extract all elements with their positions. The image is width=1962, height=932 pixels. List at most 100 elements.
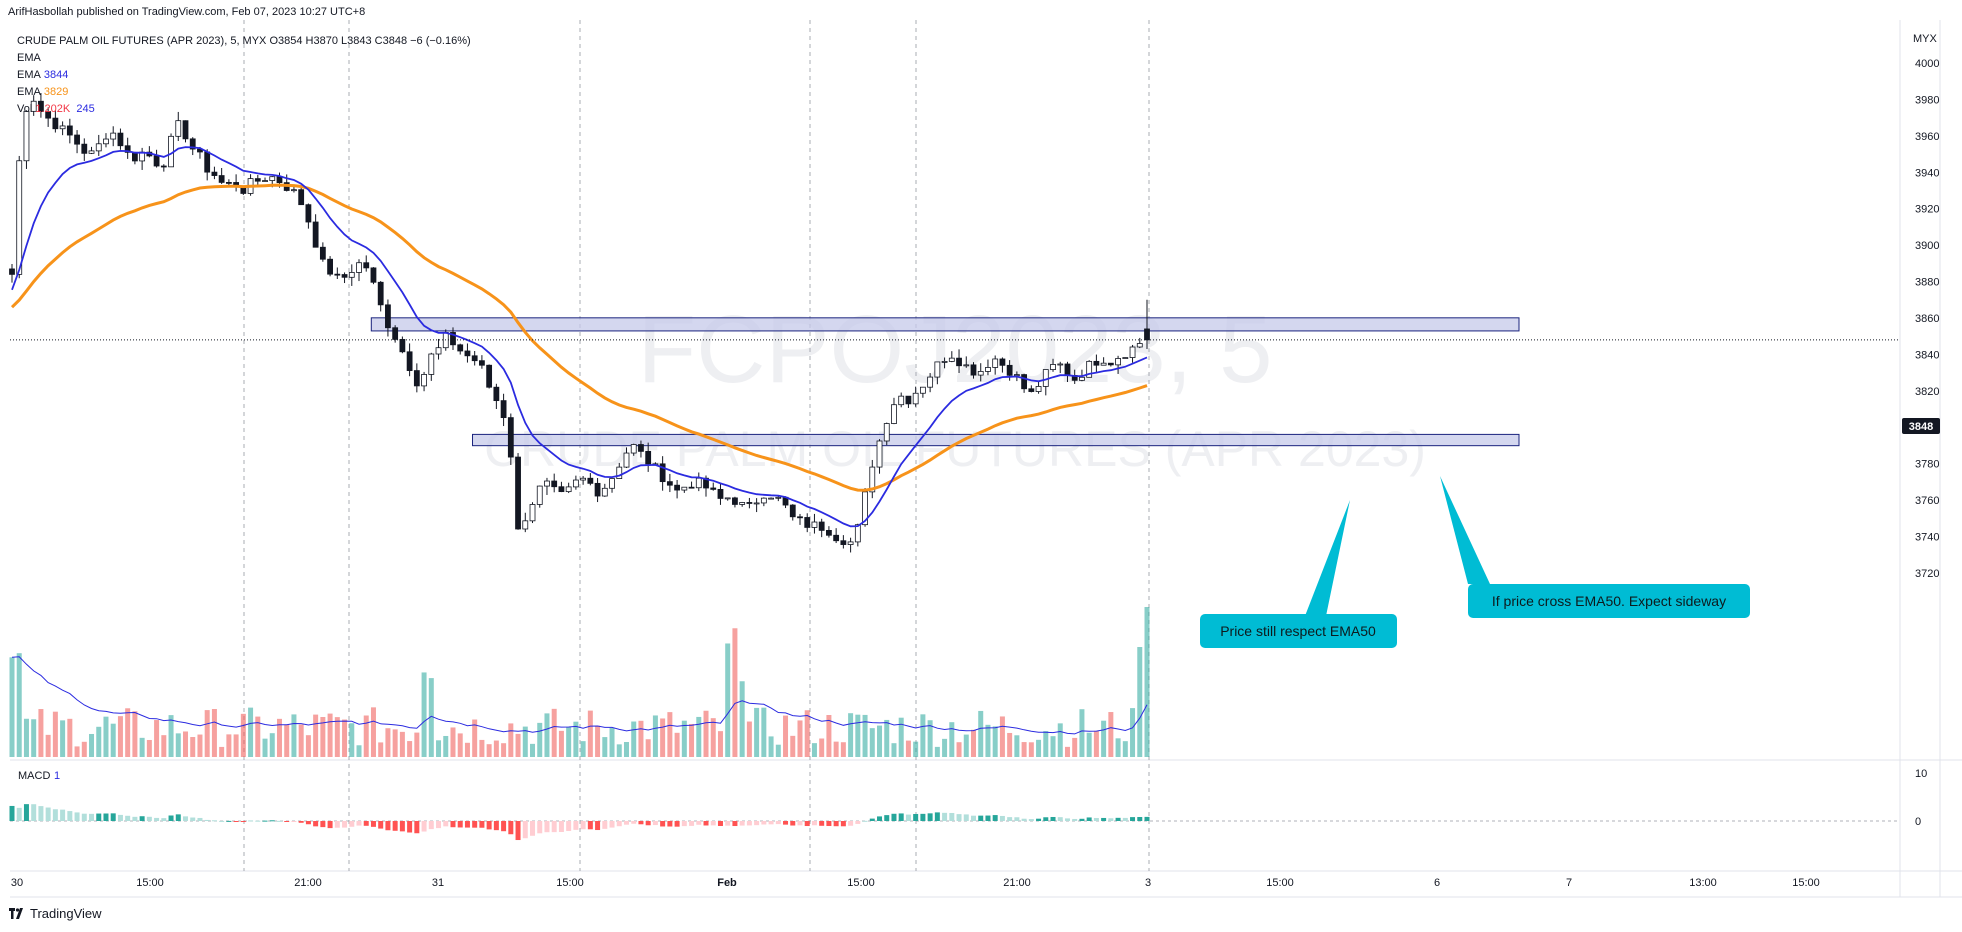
volume-bar — [999, 716, 1005, 757]
macd-bar — [190, 817, 196, 821]
volume-bar — [754, 707, 760, 757]
volume-bar — [1057, 723, 1063, 757]
volume-bar — [1144, 607, 1150, 757]
callout-sideway[interactable] — [1468, 584, 1750, 618]
volume-bar — [819, 738, 825, 757]
macd-bar — [768, 821, 774, 825]
volume-bar — [587, 710, 593, 757]
macd-bar — [45, 807, 51, 821]
volume-bar — [522, 726, 528, 757]
volume-bar — [226, 734, 232, 757]
candle-down — [81, 143, 88, 154]
volume-bar — [898, 717, 904, 757]
volume-bar — [891, 743, 897, 757]
candle-down — [1006, 364, 1013, 376]
volume-bar — [291, 714, 297, 757]
price-tick-label: 3960 — [1915, 131, 1939, 143]
candle-up — [623, 452, 630, 468]
volume-bar — [790, 735, 796, 757]
candle-down — [645, 450, 652, 465]
candle-up — [88, 150, 95, 154]
candle-up — [16, 160, 23, 275]
price-tick-label: 3720 — [1915, 568, 1939, 580]
price-tick-label: 3880 — [1915, 277, 1939, 289]
volume-bar — [190, 737, 196, 757]
candle-down — [710, 487, 717, 490]
volume-bar — [1028, 742, 1034, 757]
macd-bar — [219, 820, 225, 822]
last-price-badge — [1902, 418, 1940, 434]
candle-up — [1129, 346, 1136, 358]
macd-bar — [522, 821, 528, 839]
macd-bar — [1014, 817, 1020, 821]
candle-up — [572, 479, 579, 488]
price-tick-label: 3900 — [1915, 240, 1939, 252]
volume-bar — [392, 729, 398, 757]
macd-bar — [67, 811, 73, 821]
candle-up — [30, 100, 37, 112]
volume-bar — [248, 707, 254, 757]
callout-ema50-respect[interactable] — [1200, 614, 1397, 648]
candle-down — [334, 273, 341, 276]
volume-bar — [732, 628, 738, 757]
candle-up — [862, 491, 868, 526]
volume-bar — [146, 739, 152, 757]
legend-ema-1: EMA — [17, 52, 41, 64]
candle-up — [854, 524, 861, 543]
volume-bar — [913, 741, 919, 757]
volume-bar — [1130, 708, 1136, 757]
last-price-label: 3848 — [1909, 421, 1933, 433]
candle-down — [1107, 362, 1114, 366]
macd-bar — [689, 821, 695, 826]
candle-up — [580, 477, 587, 481]
macd-bar — [168, 815, 174, 821]
candle-down — [551, 480, 558, 488]
candle-down — [117, 132, 124, 147]
macd-bar — [421, 821, 427, 832]
volume-bar — [262, 738, 268, 757]
volume-bar — [183, 731, 189, 757]
macd-bar — [833, 821, 839, 827]
volume-bar — [132, 711, 138, 757]
candle-down — [1028, 388, 1035, 392]
macd-bar — [428, 821, 434, 830]
candle-down — [515, 456, 521, 530]
volume-bar — [775, 744, 781, 757]
macd-bar — [963, 814, 969, 821]
macd-bar — [725, 821, 731, 826]
volume-bar — [848, 713, 854, 757]
macd-bar — [1122, 817, 1128, 821]
macd-bar — [313, 821, 319, 827]
macd-bar — [370, 821, 376, 827]
macd-bar — [349, 821, 355, 827]
time-tick-label: 7 — [1566, 877, 1572, 889]
volume-bar — [558, 730, 564, 757]
brand-logo[interactable]: TradingView — [9, 906, 102, 921]
price-tick-label: 3860 — [1915, 313, 1939, 325]
volume-bar — [16, 653, 22, 757]
volume-bar — [117, 716, 123, 757]
volume-bar — [537, 722, 543, 757]
macd-bar — [970, 815, 976, 821]
macd-bar — [1108, 818, 1114, 821]
volume-bar — [298, 724, 304, 757]
volume-bar — [493, 740, 499, 757]
volume-bar — [1137, 647, 1143, 757]
zone-box — [370, 317, 1520, 332]
candle-down — [74, 134, 80, 145]
macd-bar — [334, 821, 340, 828]
candle-down — [717, 488, 724, 499]
macd-bar — [804, 821, 810, 827]
macd-bar — [1057, 817, 1063, 821]
volume-bar — [436, 740, 442, 757]
volume-bar — [23, 718, 29, 757]
macd-bar — [660, 821, 666, 827]
macd-bar — [667, 821, 673, 827]
macd-bar — [464, 821, 470, 828]
candle-up — [724, 497, 731, 500]
candle-down — [160, 165, 167, 168]
macd-bar — [797, 821, 803, 826]
candle-up — [421, 374, 427, 387]
candle-down — [45, 111, 52, 119]
